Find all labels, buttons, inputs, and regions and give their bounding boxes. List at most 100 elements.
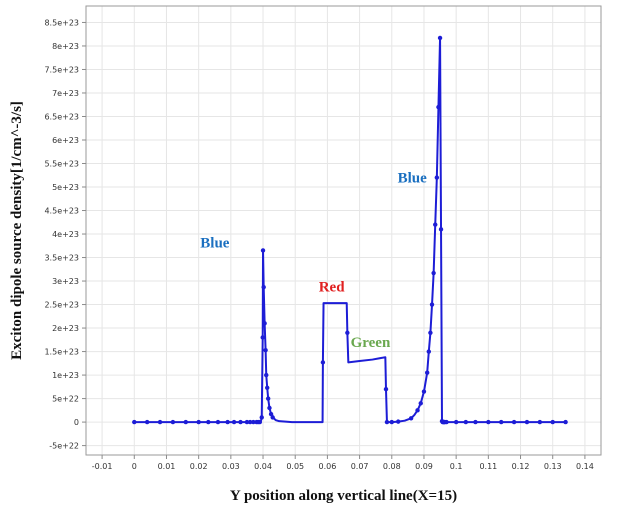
data-point	[244, 419, 250, 425]
y-tick-label: 5e+22	[52, 395, 79, 404]
x-tick-label: 0.1	[450, 462, 463, 471]
data-point	[415, 408, 420, 413]
series-annotation: Blue	[398, 170, 428, 186]
data-point	[320, 360, 326, 365]
data-point	[157, 419, 163, 425]
x-tick-label: 0.08	[383, 462, 401, 471]
y-tick-label: 7.5e+23	[44, 65, 79, 74]
y-tick-label: 8e+23	[52, 42, 79, 51]
x-axis-ticks: -0.01 0 0.01 0.02 0.03 0.04 0.05 0.06 0.07 0.08 0.…	[92, 455, 594, 471]
data-point	[453, 419, 459, 425]
data-point	[438, 227, 444, 232]
y-tick-label: 5e+23	[52, 183, 79, 192]
data-point	[499, 419, 504, 425]
series-annotation: Green	[351, 335, 391, 351]
x-tick-label: 0.14	[576, 462, 594, 471]
y-tick-label: 2e+23	[52, 324, 79, 333]
data-point	[261, 284, 266, 290]
data-point	[421, 389, 427, 394]
data-point	[270, 415, 275, 420]
series-layer	[132, 35, 568, 425]
data-point	[436, 104, 441, 110]
annotations-layer: Blue Red Green Blue	[200, 170, 427, 351]
data-point	[433, 222, 438, 227]
data-point	[384, 419, 390, 425]
data-point	[132, 419, 137, 425]
data-point	[183, 419, 188, 425]
data-point	[262, 321, 267, 326]
data-point	[563, 419, 568, 425]
data-point	[225, 419, 230, 425]
data-point	[437, 35, 443, 41]
x-tick-label: 0.05	[286, 462, 304, 471]
x-tick-label: 0.03	[222, 462, 240, 471]
data-point	[424, 370, 430, 375]
data-point	[215, 419, 221, 425]
gridlines	[86, 6, 601, 455]
data-point	[511, 419, 517, 425]
data-point	[257, 419, 263, 425]
x-tick-label: 0.02	[190, 462, 208, 471]
data-point	[431, 270, 436, 276]
series-annotation: Blue	[200, 236, 230, 252]
data-point	[426, 349, 431, 354]
y-tick-label: 0	[74, 418, 79, 427]
y-tick-label: 8.5e+23	[44, 18, 79, 27]
data-point	[550, 419, 555, 425]
x-tick-label: 0.01	[158, 462, 176, 471]
data-point	[537, 419, 543, 425]
data-point	[396, 419, 401, 424]
data-point	[408, 416, 414, 421]
y-tick-label: -5e+22	[49, 442, 79, 451]
plot-area-frame	[85, 5, 602, 456]
data-point	[268, 411, 274, 417]
data-point	[251, 419, 256, 425]
data-point	[144, 419, 150, 425]
y-tick-label: 3e+23	[52, 277, 79, 286]
x-tick-label: 0.12	[512, 462, 530, 471]
data-point	[267, 405, 272, 411]
x-tick-label: -0.01	[92, 462, 113, 471]
data-point	[265, 385, 270, 390]
x-tick-label: 0.04	[254, 462, 272, 471]
y-tick-label: 4.5e+23	[44, 207, 79, 216]
y-tick-label: 6e+23	[52, 136, 79, 145]
x-tick-label: 0	[132, 462, 137, 471]
y-axis-title: Exciton dipole source density[1/cm^-3/s]	[9, 101, 25, 360]
x-tick-label: 0.13	[544, 462, 562, 471]
data-point	[231, 419, 237, 425]
y-tick-label: 1.5e+23	[44, 348, 79, 357]
data-point	[196, 419, 201, 425]
data-point	[206, 419, 211, 425]
data-point	[418, 401, 423, 406]
y-tick-label: 3.5e+23	[44, 254, 79, 263]
y-tick-label: 4e+23	[52, 230, 79, 239]
data-point	[383, 386, 389, 392]
y-tick-label: 6.5e+23	[44, 112, 79, 121]
data-point	[263, 347, 268, 353]
y-axis-ticks: -5e+22 0 5e+22 1e+23 1.5e+23 2e+23 2.5e+23 3e+2…	[44, 18, 86, 451]
data-point	[260, 335, 265, 340]
data-point	[463, 419, 469, 425]
data-point	[389, 419, 394, 425]
x-tick-label: 0.11	[479, 462, 497, 471]
y-tick-label: 7e+23	[52, 89, 79, 98]
data-point	[473, 419, 478, 425]
data-point	[238, 419, 243, 425]
data-point	[247, 419, 253, 425]
y-tick-label: 2.5e+23	[44, 301, 79, 310]
data-point	[265, 396, 271, 401]
data-point	[170, 419, 176, 425]
data-point	[428, 330, 433, 335]
data-point	[264, 372, 269, 378]
data-point	[444, 419, 449, 425]
x-tick-label: 0.09	[415, 462, 433, 471]
data-point	[429, 302, 435, 307]
x-tick-label: 0.07	[351, 462, 369, 471]
data-point	[260, 248, 266, 253]
x-tick-label: 0.06	[319, 462, 337, 471]
series-annotation: Red	[319, 279, 345, 295]
data-point	[434, 175, 440, 180]
